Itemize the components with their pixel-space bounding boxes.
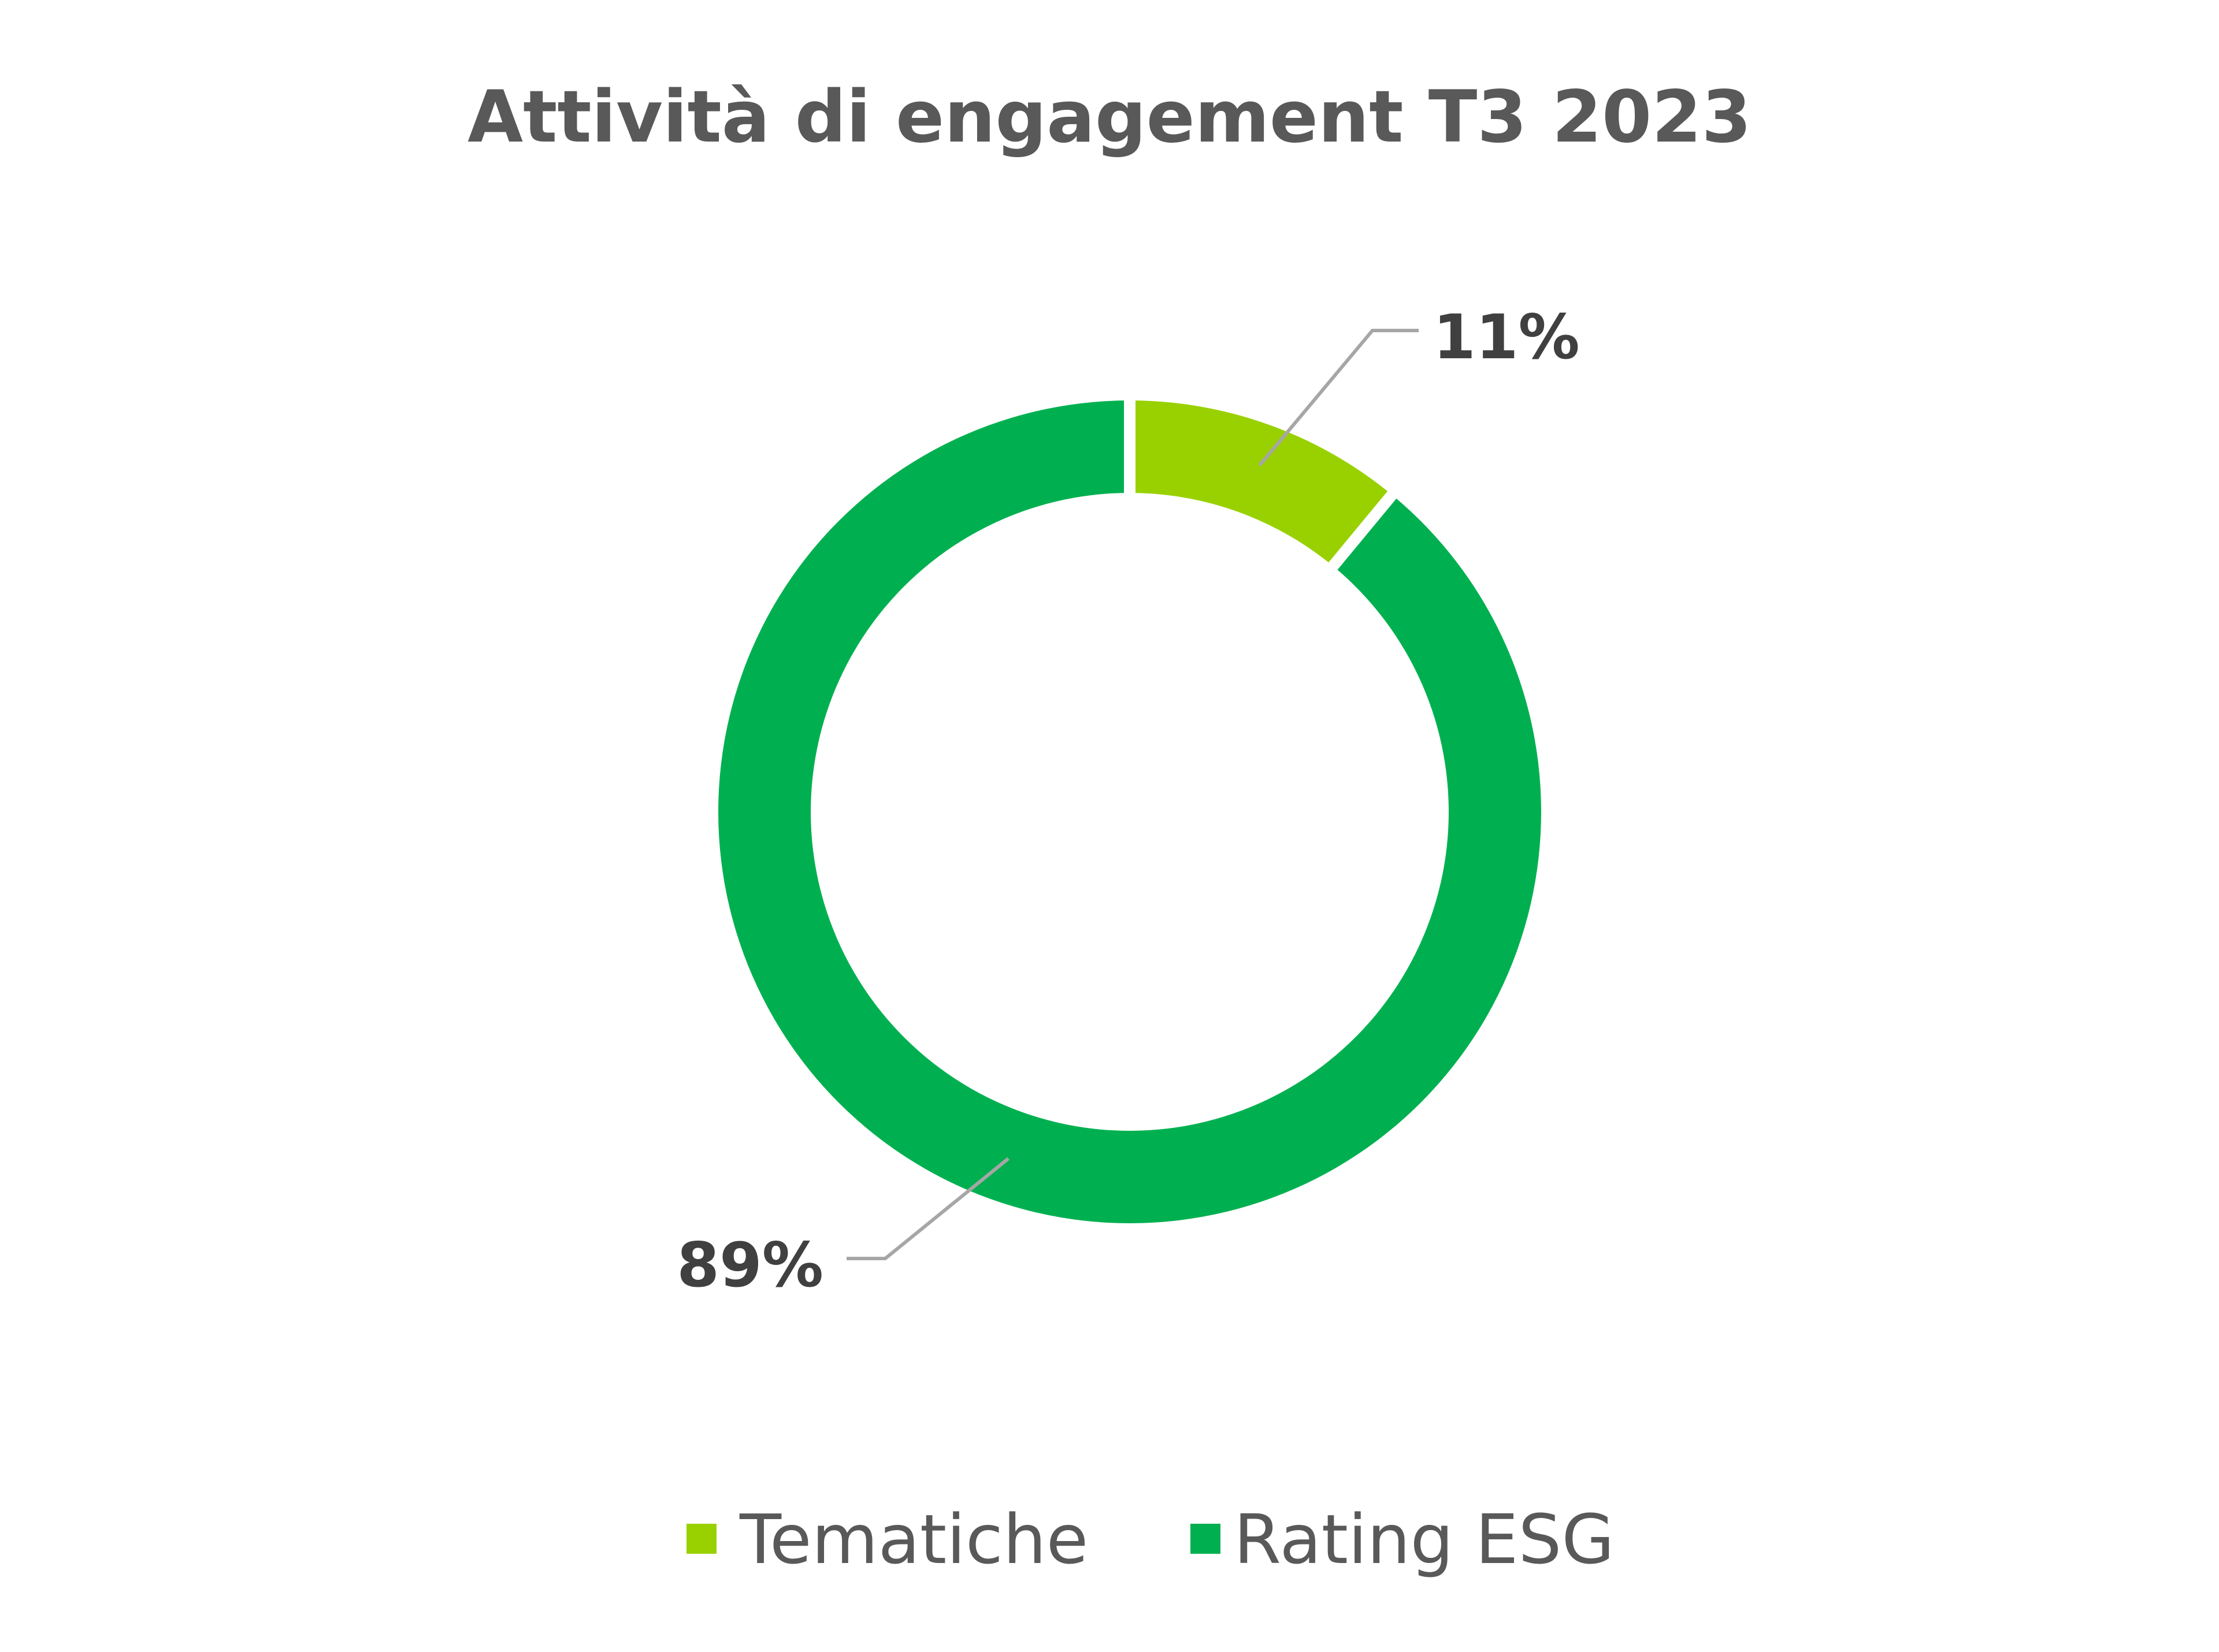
chart-title: Attività di engagement T3 2023 [467,76,1752,159]
legend-swatch-rating-esg [1190,1524,1220,1554]
slice-rating-esg [718,400,1541,1223]
legend-item-tematiche: Tematiche [687,1499,1088,1579]
slice-tematiche [1130,400,1392,566]
chart-legend: Tematiche Rating ESG [687,1499,1615,1579]
slice-separator [1324,487,1400,574]
data-label-tematiche: 11% [1433,302,1580,373]
data-labels: 11% 89% [677,302,1579,1301]
legend-item-rating-esg: Rating ESG [1190,1499,1615,1579]
leader-line-tematiche [1258,329,1419,466]
donut-slices [718,395,1541,1223]
legend-label-rating-esg: Rating ESG [1234,1499,1615,1579]
legend-swatch-tematiche [687,1524,717,1554]
data-label-rating-esg: 89% [677,1230,823,1301]
legend-label-tematiche: Tematiche [739,1499,1088,1579]
leader-line-rating-esg [847,1157,1010,1260]
